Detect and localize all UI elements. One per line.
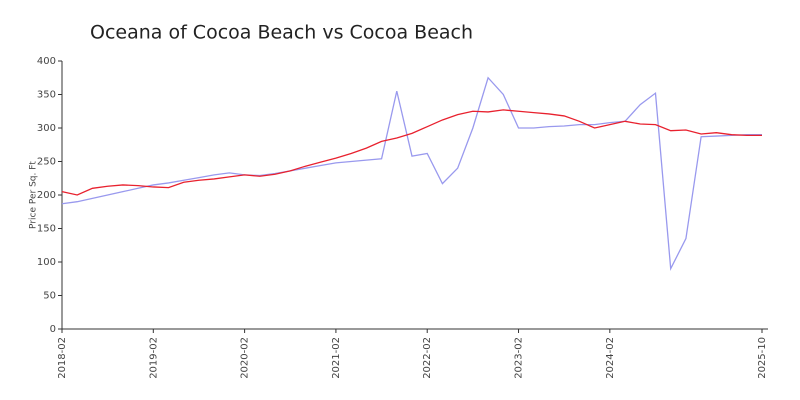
x-tick-label: 2020-02 <box>240 337 251 379</box>
y-axis-label: Price Per Sq. Ft <box>29 161 39 229</box>
x-tick-label: 2022-02 <box>422 337 433 379</box>
y-tick-label: 50 <box>43 291 56 302</box>
y-tick-label: 150 <box>37 224 56 235</box>
x-tick-label: 2024-02 <box>605 337 616 379</box>
line <box>61 76 762 272</box>
x-tick-label: 2021-02 <box>331 337 342 379</box>
x-tick-label: 2023-02 <box>514 337 525 379</box>
y-tick-label: 400 <box>37 56 56 67</box>
line <box>61 109 762 196</box>
x-tick-label: 2018-02 <box>57 337 68 379</box>
y-tick-label: 350 <box>37 90 56 101</box>
chart-title: Oceana of Cocoa Beach vs Cocoa Beach <box>90 22 473 44</box>
y-tick-label: 300 <box>37 123 56 134</box>
y-tick-label: 250 <box>37 157 56 168</box>
y-tick-label: 100 <box>37 257 56 268</box>
x-tick-label: 2025-10 <box>757 337 768 379</box>
y-tick-label: 200 <box>37 190 56 201</box>
x-tick-label: 2019-02 <box>148 337 159 379</box>
y-tick-label: 0 <box>50 324 56 335</box>
